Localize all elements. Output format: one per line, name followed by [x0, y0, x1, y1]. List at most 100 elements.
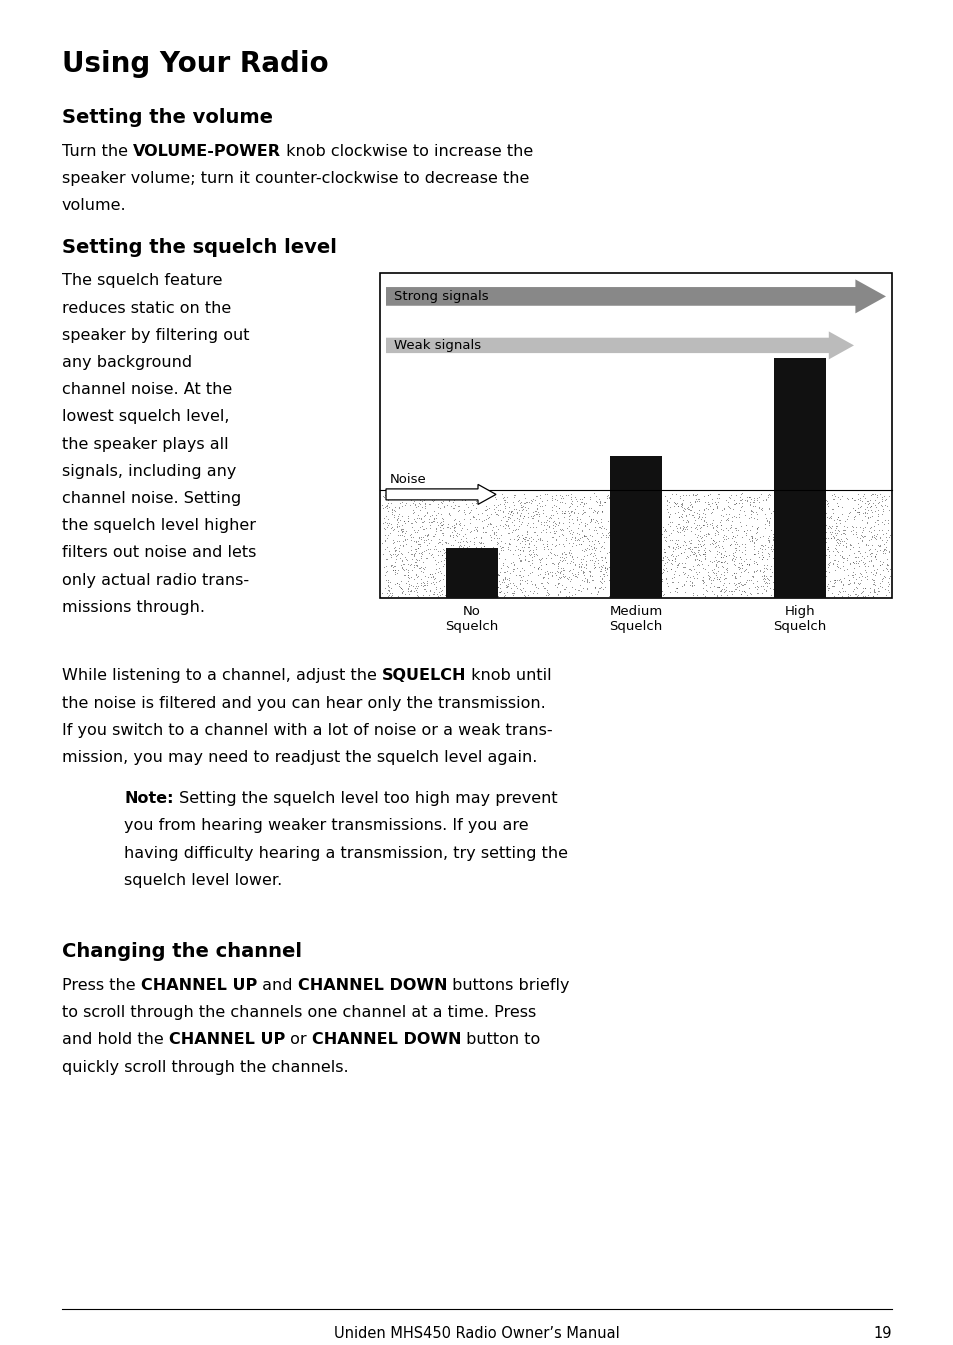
- Point: [765, 551, 781, 573]
- Point: [874, 529, 889, 550]
- Point: [708, 496, 723, 518]
- Point: [710, 491, 725, 512]
- Point: [495, 515, 510, 537]
- Point: [573, 511, 588, 533]
- Point: [673, 542, 688, 564]
- Point: [781, 534, 797, 555]
- Point: [658, 526, 673, 547]
- Point: [761, 484, 777, 506]
- Point: [537, 484, 552, 506]
- Point: [643, 534, 659, 555]
- Point: [815, 578, 830, 600]
- Point: [788, 487, 803, 508]
- Point: [748, 488, 763, 510]
- Point: [644, 511, 659, 533]
- Point: [607, 534, 622, 555]
- Point: [863, 534, 879, 555]
- Point: [467, 560, 482, 581]
- Point: [844, 551, 860, 573]
- Point: [481, 562, 497, 584]
- Point: [508, 535, 523, 557]
- Point: [725, 526, 740, 547]
- Point: [689, 585, 704, 607]
- Point: [590, 553, 605, 574]
- Point: [438, 582, 454, 604]
- Point: [794, 494, 809, 515]
- Point: [835, 555, 850, 577]
- Point: [438, 531, 454, 553]
- Point: [462, 530, 477, 551]
- Point: [495, 483, 510, 504]
- Point: [578, 553, 593, 574]
- Point: [700, 484, 715, 506]
- Point: [460, 551, 476, 573]
- Point: [406, 545, 421, 566]
- Point: [399, 506, 415, 527]
- Point: [676, 496, 691, 518]
- Point: [459, 565, 475, 586]
- Point: [707, 494, 722, 515]
- Point: [620, 576, 636, 597]
- Point: [520, 512, 536, 534]
- Point: [734, 526, 749, 547]
- Point: [731, 576, 746, 597]
- Point: [387, 558, 402, 580]
- Point: [508, 576, 523, 597]
- Point: [676, 525, 691, 546]
- Point: [384, 554, 399, 576]
- Point: [380, 574, 395, 596]
- Point: [621, 534, 637, 555]
- Point: [746, 543, 761, 565]
- Point: [733, 495, 748, 516]
- Text: mission, you may need to readjust the squelch level again.: mission, you may need to readjust the sq…: [62, 751, 537, 765]
- Point: [389, 562, 404, 584]
- Point: [682, 537, 698, 558]
- Point: [690, 525, 705, 546]
- Point: [829, 529, 844, 550]
- Point: [602, 577, 618, 599]
- Point: [724, 584, 740, 605]
- Point: [550, 569, 565, 590]
- Point: [509, 502, 524, 523]
- Point: [392, 576, 407, 597]
- Point: [456, 573, 471, 594]
- Point: [524, 507, 539, 529]
- Point: [464, 492, 479, 514]
- Point: [397, 573, 413, 594]
- Point: [790, 492, 805, 514]
- Point: [853, 530, 868, 551]
- Point: [419, 502, 435, 523]
- Point: [708, 566, 723, 588]
- Point: [691, 506, 706, 527]
- Point: [616, 551, 631, 573]
- Point: [705, 518, 720, 539]
- Point: [728, 519, 743, 541]
- Point: [774, 486, 789, 507]
- Point: [850, 566, 865, 588]
- Point: [414, 542, 429, 564]
- Point: [390, 514, 405, 535]
- Point: [649, 573, 664, 594]
- Point: [403, 549, 418, 570]
- Point: [678, 570, 693, 592]
- Point: [468, 547, 483, 569]
- Point: [779, 551, 794, 573]
- Point: [703, 500, 719, 522]
- Point: [697, 549, 712, 570]
- Point: [613, 499, 628, 521]
- Text: Using Your Radio: Using Your Radio: [62, 50, 328, 78]
- Point: [775, 574, 790, 596]
- Point: [566, 554, 581, 576]
- Point: [525, 512, 540, 534]
- Point: [721, 518, 737, 539]
- Point: [716, 564, 731, 585]
- Point: [700, 580, 715, 601]
- Point: [751, 496, 766, 518]
- Point: [515, 565, 530, 586]
- Point: [706, 558, 721, 580]
- Point: [710, 534, 725, 555]
- Point: [409, 577, 424, 599]
- Point: [816, 499, 831, 521]
- Point: [550, 498, 565, 519]
- Point: [384, 502, 399, 523]
